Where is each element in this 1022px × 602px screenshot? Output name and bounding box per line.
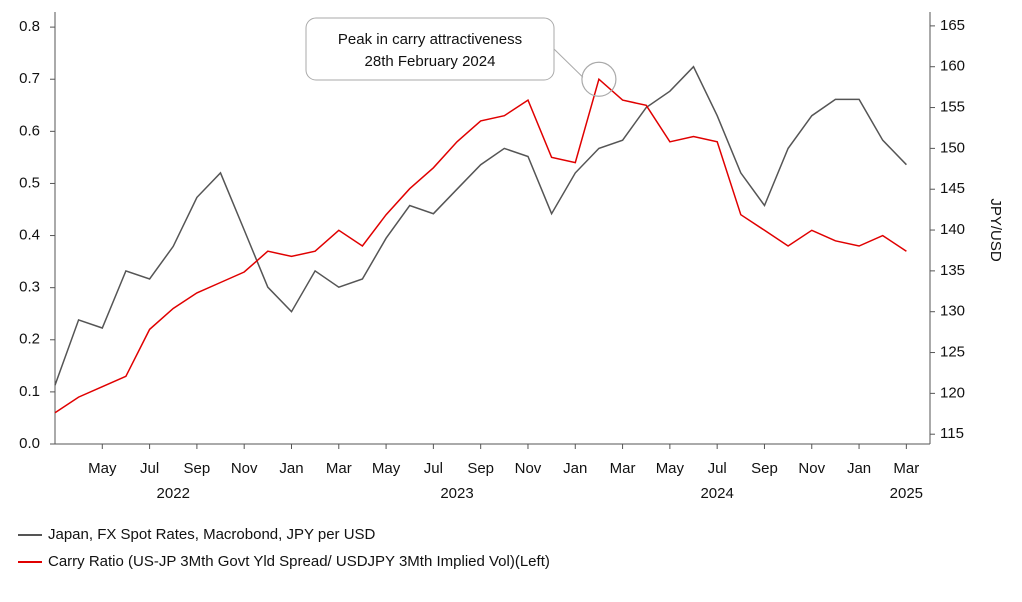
annotation-line: Peak in carry attractiveness xyxy=(338,31,522,48)
y2-axis-title: JPY/USD xyxy=(987,198,1004,262)
x-tick-label: Sep xyxy=(184,460,211,477)
x-year-label: 2025 xyxy=(890,485,923,502)
x-tick-label: Nov xyxy=(798,460,825,477)
y-tick-label: 0.7 xyxy=(19,70,40,87)
y-tick-label: 0.2 xyxy=(19,331,40,348)
legend-label: Carry Ratio (US-JP 3Mth Govt Yld Spread/… xyxy=(48,553,550,570)
x-tick-label: Jan xyxy=(563,460,587,477)
x-tick-label: Jul xyxy=(708,460,727,477)
x-year-label: 2022 xyxy=(157,485,190,502)
x-tick-label: Mar xyxy=(893,460,919,477)
y-tick-label: 0.1 xyxy=(19,383,40,400)
x-tick-label: Mar xyxy=(610,460,636,477)
x-tick-label: Nov xyxy=(515,460,542,477)
y2-tick-label: 160 xyxy=(940,58,965,75)
x-tick-label: Jul xyxy=(140,460,159,477)
y2-tick-label: 125 xyxy=(940,344,965,361)
series-line xyxy=(54,77,907,414)
annotation-connector xyxy=(553,48,584,78)
x-tick-label: May xyxy=(656,460,685,477)
y2-tick-label: 155 xyxy=(940,99,965,116)
y-tick-label: 0.0 xyxy=(19,435,40,452)
x-tick-label: Jan xyxy=(847,460,871,477)
annotation-box xyxy=(305,17,555,81)
x-tick-label: Jan xyxy=(279,460,303,477)
x-year-label: 2024 xyxy=(700,485,733,502)
x-year-label: 2023 xyxy=(440,485,473,502)
y2-tick-label: 130 xyxy=(940,303,965,320)
y-tick-label: 0.3 xyxy=(19,279,40,296)
x-tick-label: Sep xyxy=(467,460,494,477)
x-tick-label: May xyxy=(372,460,401,477)
annotation-line: 28th February 2024 xyxy=(365,53,496,70)
y-tick-label: 0.4 xyxy=(19,227,40,244)
legend-label: Japan, FX Spot Rates, Macrobond, JPY per… xyxy=(48,526,376,543)
series-line xyxy=(54,65,907,386)
annotation-circle xyxy=(581,61,617,97)
y2-tick-label: 140 xyxy=(940,221,965,238)
x-tick-label: Jul xyxy=(424,460,443,477)
x-tick-label: Sep xyxy=(751,460,778,477)
y2-tick-label: 135 xyxy=(940,262,965,279)
y-tick-label: 0.5 xyxy=(19,174,40,191)
y2-tick-label: 145 xyxy=(940,180,965,197)
y2-tick-label: 120 xyxy=(940,384,965,401)
x-tick-label: Mar xyxy=(326,460,352,477)
y-tick-label: 0.8 xyxy=(19,18,40,35)
y2-tick-label: 165 xyxy=(940,17,965,34)
y2-tick-label: 150 xyxy=(940,139,965,156)
y2-tick-label: 115 xyxy=(940,425,964,442)
x-tick-label: May xyxy=(88,460,117,477)
y-tick-label: 0.6 xyxy=(19,122,40,139)
x-tick-label: Nov xyxy=(231,460,258,477)
